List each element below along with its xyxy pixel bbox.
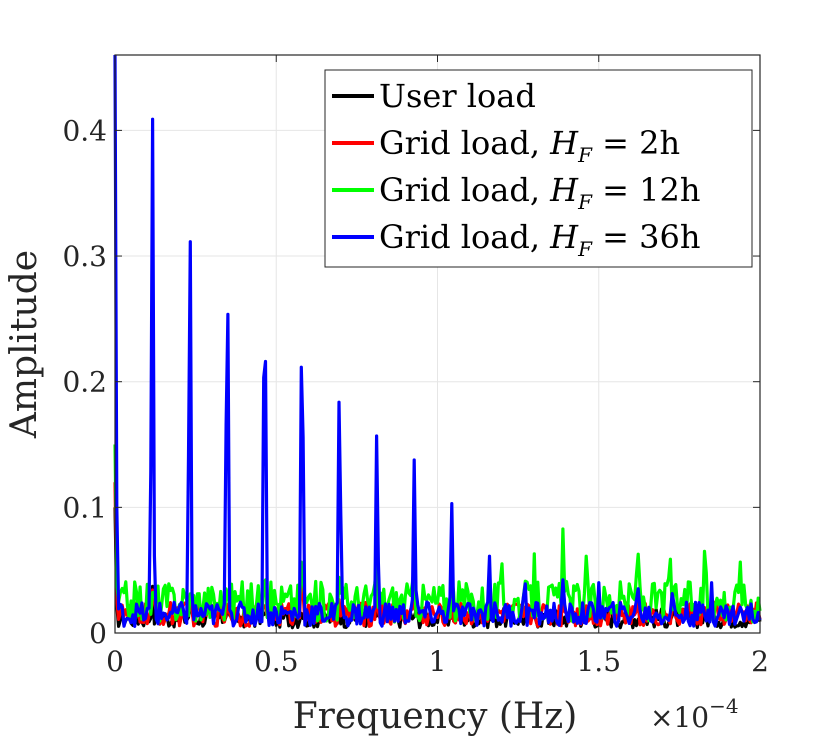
legend-label: Grid load, HF = 36h (379, 218, 700, 261)
axis-ticks: 0 0.5 1 1.5 2 0 0.1 0.2 0.3 0.4 (62, 55, 769, 678)
x-tick-label: 1 (429, 645, 447, 678)
legend-label: Grid load, HF = 12h (379, 171, 700, 214)
legend-label: Grid load, HF = 2h (379, 124, 680, 167)
x-tick-label: 0.5 (254, 645, 299, 678)
legend-box (324, 69, 753, 268)
y-tick-label: 0.3 (62, 240, 107, 273)
y-tick-label: 0.4 (62, 114, 107, 147)
x-tick-label: 1.5 (576, 645, 621, 678)
x-axis-multiplier: ×10−4 (650, 694, 739, 734)
x-axis-label: Frequency (Hz) (293, 696, 578, 737)
y-tick-label: 0.1 (62, 491, 107, 524)
x-tick-label: 0 (106, 645, 124, 678)
y-tick-label: 0.2 (62, 366, 107, 399)
x-multiplier-exponent: −4 (709, 694, 738, 718)
series-lines (113, 54, 762, 630)
x-multiplier-base: ×10 (650, 701, 709, 734)
y-tick-label: 0 (89, 617, 107, 650)
legend-label: User load (379, 77, 536, 115)
y-axis-label: Amplitude (4, 250, 45, 439)
series-line-4 (113, 54, 762, 628)
x-tick-label: 2 (751, 645, 769, 678)
